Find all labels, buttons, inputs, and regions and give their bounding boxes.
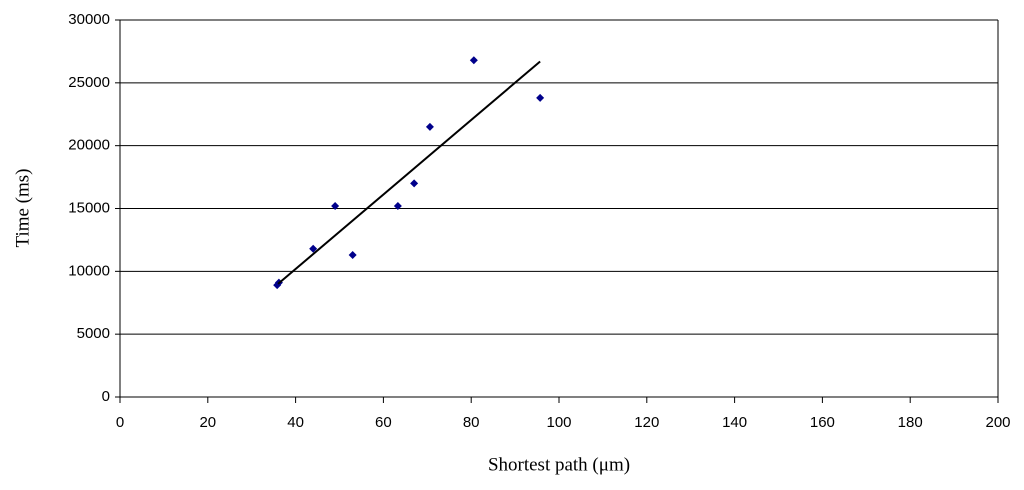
point xyxy=(348,250,357,259)
y-tick-label: 30000 xyxy=(68,11,110,28)
x-axis-label: Shortest path (μm) xyxy=(488,454,630,475)
x-tick-label: 200 xyxy=(985,414,1010,431)
y-tick-label: 0 xyxy=(102,388,110,405)
x-tick-label: 120 xyxy=(634,414,659,431)
y-tick-label: 10000 xyxy=(68,262,110,279)
y-tick-label: 20000 xyxy=(68,137,110,154)
point xyxy=(309,244,318,253)
point xyxy=(536,93,545,102)
x-tick-label: 100 xyxy=(546,414,571,431)
point xyxy=(425,122,434,131)
point xyxy=(393,201,402,210)
x-tick-label: 160 xyxy=(810,414,835,431)
x-tick-label: 80 xyxy=(463,414,480,431)
y-tick-label: 15000 xyxy=(68,199,110,216)
x-tick-label: 140 xyxy=(722,414,747,431)
x-tick-label: 40 xyxy=(287,414,304,431)
point xyxy=(331,201,340,210)
x-tick-label: 0 xyxy=(116,414,124,431)
point xyxy=(410,179,419,188)
point xyxy=(469,56,478,65)
y-tick-label: 25000 xyxy=(68,74,110,91)
x-tick-label: 20 xyxy=(199,414,216,431)
x-tick-label: 60 xyxy=(375,414,392,431)
y-tick-label: 5000 xyxy=(77,325,110,342)
x-tick-label: 180 xyxy=(898,414,923,431)
trend-line xyxy=(277,60,541,285)
y-axis-label: Time (ms) xyxy=(12,168,33,247)
